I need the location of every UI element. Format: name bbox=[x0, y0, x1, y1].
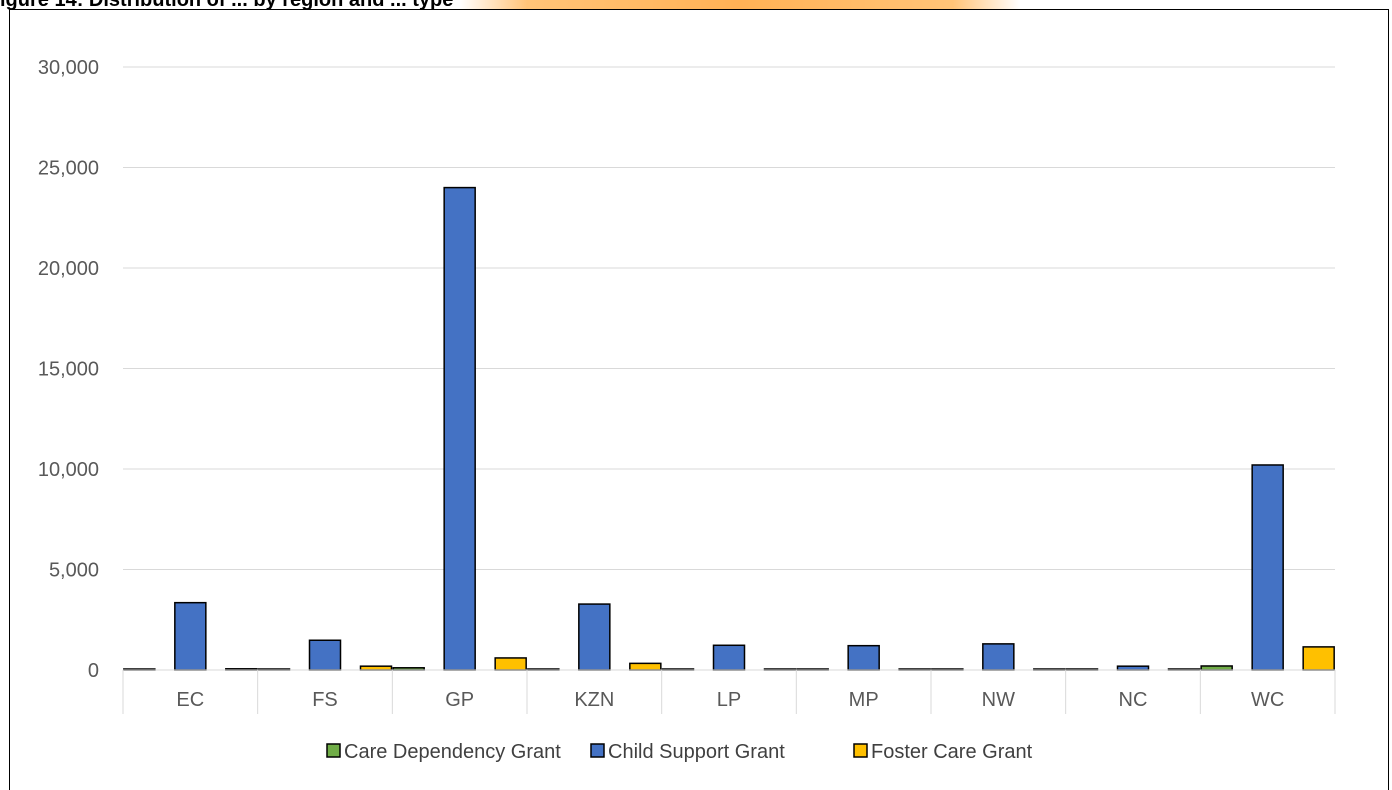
bar-wc-child-support-grant bbox=[1251, 464, 1284, 671]
x-tick-label: GP bbox=[445, 689, 474, 711]
x-tick-label: EC bbox=[176, 689, 204, 711]
y-tick-label: 0 bbox=[88, 660, 99, 682]
bar-wc-care-dependency-grant bbox=[1200, 665, 1233, 671]
bar-ec-child-support-grant bbox=[174, 601, 207, 671]
bar-nw-child-support-grant bbox=[982, 643, 1015, 671]
x-tick-label: NC bbox=[1119, 689, 1148, 711]
x-tick-label: NW bbox=[982, 689, 1015, 711]
chart-frame bbox=[9, 9, 1389, 790]
bar-fs-foster-care-grant bbox=[359, 665, 393, 671]
bar-lp-child-support-grant bbox=[712, 644, 746, 671]
y-tick-label: 5,000 bbox=[49, 560, 99, 582]
x-tick-label: FS bbox=[312, 689, 338, 711]
y-tick-label: 30,000 bbox=[38, 57, 99, 79]
y-tick-label: 20,000 bbox=[38, 258, 99, 280]
x-tick-label: WC bbox=[1251, 689, 1284, 711]
bar-wc-foster-care-grant bbox=[1302, 646, 1335, 671]
y-tick-label: 25,000 bbox=[38, 158, 99, 180]
legend-item-child-support-grant[interactable]: Child Support Grant bbox=[590, 741, 785, 763]
bar-fs-child-support-grant bbox=[308, 639, 342, 671]
bar-nc-child-support-grant bbox=[1116, 665, 1150, 671]
y-tick-label: 15,000 bbox=[38, 359, 99, 381]
legend-label: Child Support Grant bbox=[608, 741, 785, 763]
bar-gp-foster-care-grant bbox=[494, 657, 527, 671]
legend-swatch bbox=[853, 743, 868, 758]
gridlines bbox=[123, 66, 1335, 570]
bars bbox=[123, 186, 1335, 671]
legend[interactable]: Care Dependency Grant Child Support Grant… bbox=[326, 741, 1033, 763]
bar-kzn-foster-care-grant bbox=[629, 662, 662, 671]
legend-swatch bbox=[326, 743, 341, 758]
legend-label: Foster Care Grant bbox=[871, 741, 1033, 763]
bar-gp-child-support-grant bbox=[443, 186, 476, 671]
x-tick-label: KZN bbox=[574, 689, 614, 711]
caption-highlight bbox=[460, 0, 1020, 10]
bar-mp-child-support-grant bbox=[847, 644, 880, 671]
legend-item-care-dependency-grant[interactable]: Care Dependency Grant bbox=[326, 741, 561, 763]
y-axis-tick-labels: 0 5,000 10,000 15,000 20,000 25,000 30,000 bbox=[38, 57, 99, 682]
figure-caption: igure 14: Distribution of ... by region … bbox=[0, 0, 1392, 12]
x-tick-label: LP bbox=[717, 689, 741, 711]
x-axis: EC FS GP KZN LP MP NW NC WC bbox=[122, 669, 1336, 714]
x-tick-label: MP bbox=[849, 689, 879, 711]
legend-item-foster-care-grant[interactable]: Foster Care Grant bbox=[853, 741, 1033, 763]
caption-text: igure 14: Distribution of ... by region … bbox=[0, 0, 454, 11]
legend-swatch bbox=[590, 743, 605, 758]
y-tick-label: 10,000 bbox=[38, 459, 99, 481]
bar-kzn-child-support-grant bbox=[578, 603, 611, 671]
legend-label: Care Dependency Grant bbox=[344, 741, 561, 763]
